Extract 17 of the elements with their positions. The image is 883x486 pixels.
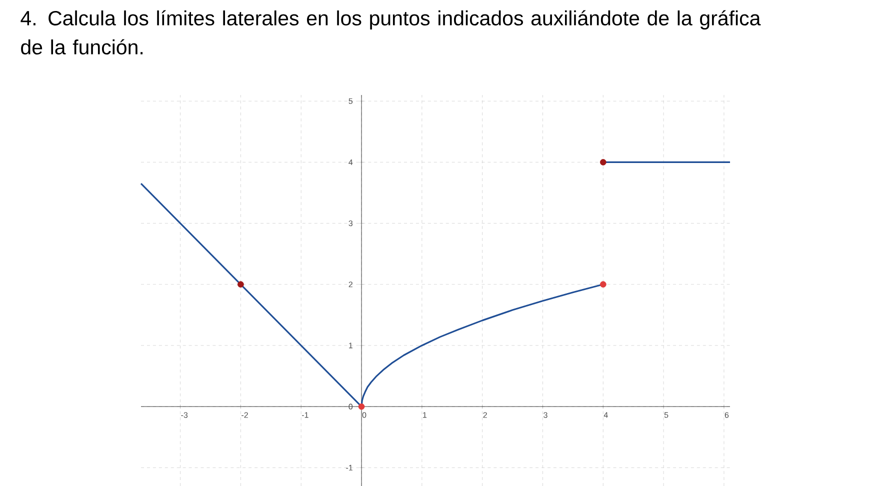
x-tick-label: -1 (302, 412, 308, 418)
x-tick-label: -2 (242, 412, 248, 418)
x-tick-label: 3 (544, 412, 548, 418)
y-tick-label: 5 (348, 98, 353, 104)
x-tick-label: -3 (181, 412, 188, 418)
y-tick-label: -1 (346, 464, 352, 470)
x-tick-label: 2 (483, 412, 487, 418)
y-tick-label: 1 (349, 342, 352, 348)
x-tick-label: 4 (604, 412, 608, 418)
chart-title: 4. Calcula los límites laterales en los puntos indicados auxiliándote de la gráfica de la función. (20, 10, 761, 54)
x-tick-label: 0 (362, 412, 366, 418)
x-tick-label: 1 (423, 412, 426, 418)
x-tick-label: 5 (664, 412, 668, 418)
y-tick-label: 2 (348, 282, 352, 288)
y-tick-label: 4 (348, 159, 353, 165)
x-tick-label: 6 (724, 412, 729, 418)
y-tick-label: 3 (348, 220, 353, 226)
